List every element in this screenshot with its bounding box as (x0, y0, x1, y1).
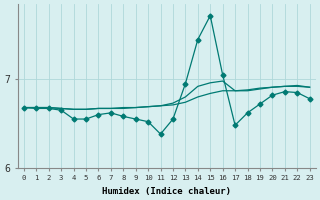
X-axis label: Humidex (Indice chaleur): Humidex (Indice chaleur) (102, 187, 231, 196)
